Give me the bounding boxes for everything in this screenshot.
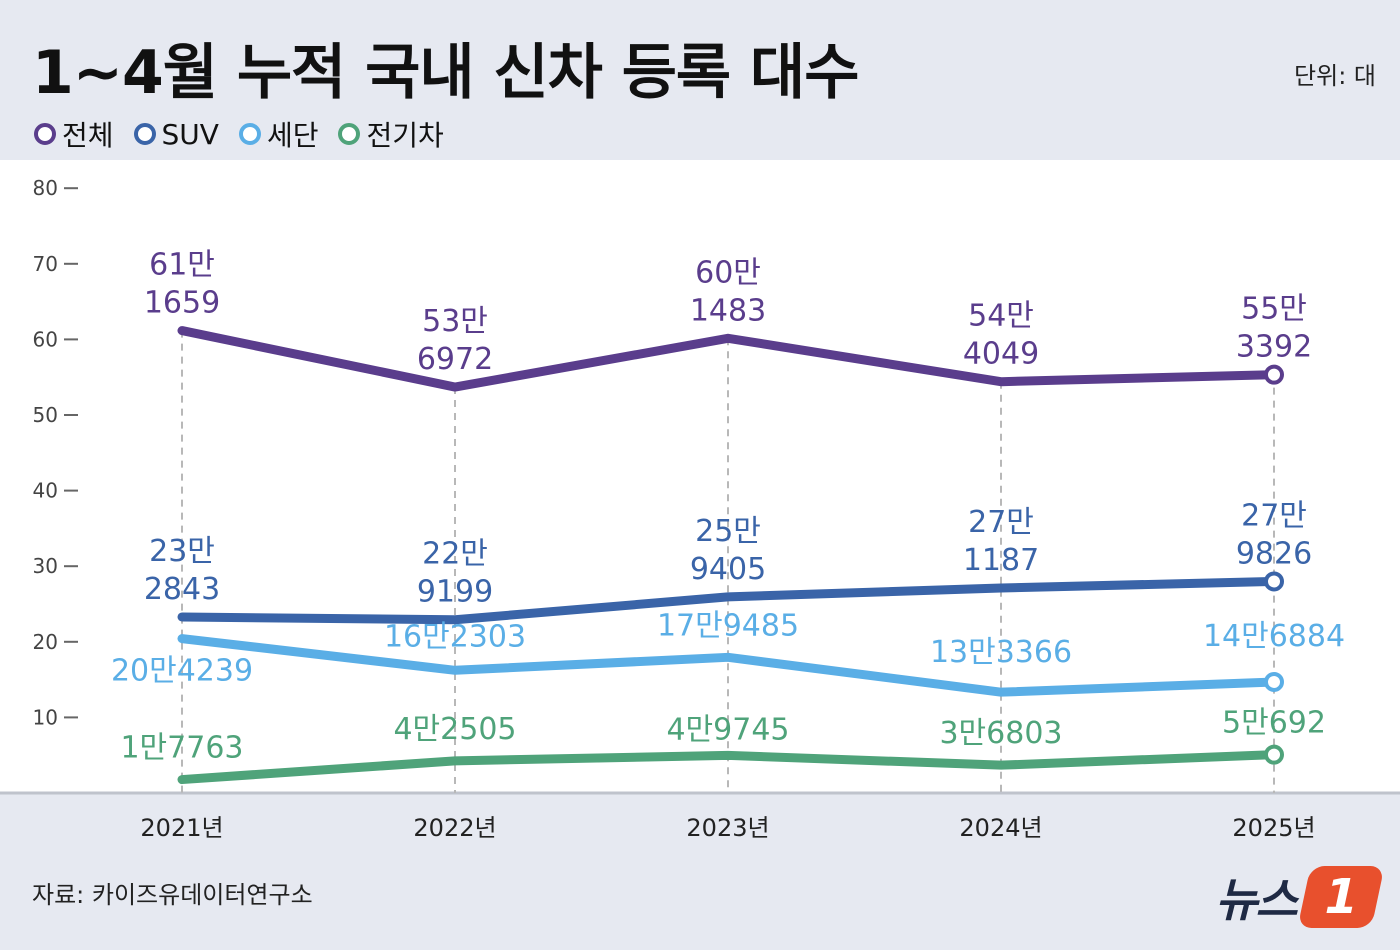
data-label-total: 60만: [695, 255, 761, 290]
y-tick-label: 80: [33, 176, 58, 200]
data-label-total: 1659: [144, 286, 220, 321]
end-marker-ev: [1264, 744, 1284, 765]
legend-marker-total: [34, 123, 56, 145]
y-tick-label: 10: [33, 705, 58, 729]
data-label-suv: 9405: [690, 552, 766, 587]
data-label-suv: 22만: [422, 537, 488, 572]
data-label-total: 55만: [1241, 292, 1307, 327]
end-marker-total: [1264, 364, 1284, 385]
data-label-sedan: 13만3366: [930, 635, 1072, 670]
end-marker-suv: [1264, 571, 1284, 592]
y-tick-label: 30: [33, 554, 58, 578]
data-label-ev: 5만692: [1222, 706, 1326, 741]
data-label-suv: 9199: [417, 575, 493, 610]
source-note: 자료: 카이즈유데이터연구소: [32, 881, 313, 909]
y-tick-label: 60: [33, 327, 58, 351]
legend-label-sedan: 세단: [266, 119, 319, 152]
data-label-sedan: 20만4239: [111, 654, 253, 689]
legend-marker-ev: [338, 123, 361, 145]
logo-badge: 1: [1297, 866, 1385, 928]
legend-label-ev: 전기차: [366, 119, 444, 152]
data-label-sedan: 17만9485: [657, 608, 799, 643]
x-tick-label: 2023년: [686, 814, 769, 842]
x-tick-label: 2024년: [959, 814, 1042, 842]
legend-label-total: 전체: [62, 119, 114, 152]
y-tick-label: 40: [33, 479, 58, 503]
data-label-ev: 3만6803: [939, 716, 1062, 751]
data-label-sedan: 14만6884: [1203, 619, 1345, 654]
series-line-ev: [177, 750, 1279, 785]
data-label-total: 3392: [1236, 330, 1312, 365]
y-tick-label: 70: [33, 252, 58, 276]
data-label-total: 6972: [417, 342, 493, 377]
legend-marker-sedan: [238, 123, 261, 145]
series-line-suv: [177, 576, 1279, 625]
data-label-total: 61만: [149, 248, 215, 283]
data-label-ev: 4만9745: [666, 712, 789, 747]
x-tick-label: 2025년: [1232, 814, 1315, 842]
data-label-suv: 1187: [963, 543, 1039, 578]
y-tick-label: 20: [33, 630, 58, 654]
legend-label-suv: SUV: [161, 117, 219, 151]
series-line-total: [177, 326, 1279, 392]
legend-item-total: 전체: [34, 114, 114, 154]
end-marker-sedan: [1264, 671, 1284, 692]
x-tick-label: 2021년: [140, 814, 223, 842]
data-label-suv: 25만: [695, 514, 761, 549]
data-label-suv: 9826: [1236, 536, 1312, 571]
data-label-sedan: 16만2303: [384, 619, 526, 654]
legend-item-ev: 전기차: [338, 114, 444, 154]
data-label-suv: 27만: [1241, 498, 1307, 533]
data-label-total: 54만: [968, 299, 1034, 334]
data-label-suv: 27만: [968, 505, 1034, 540]
unit-label: 단위: 대: [1294, 62, 1376, 90]
data-label-total: 4049: [963, 337, 1039, 372]
series-line-sedan: [177, 634, 1279, 697]
chart-title: 1~4월 누적 국내 신차 등록 대수: [32, 38, 859, 108]
data-label-suv: 23만: [149, 534, 215, 569]
news1-logo: 뉴스 1: [1215, 864, 1385, 930]
data-label-suv: 2843: [144, 572, 220, 607]
legend-marker-suv: [133, 123, 156, 145]
data-label-ev: 4만2505: [393, 712, 516, 747]
data-label-ev: 1만7763: [120, 731, 243, 766]
legend-item-suv: SUV: [133, 117, 219, 151]
legend-item-sedan: 세단: [238, 114, 319, 154]
y-tick-label: 50: [33, 403, 58, 427]
logo-text: 뉴스: [1215, 873, 1298, 927]
data-label-total: 53만: [422, 304, 488, 339]
x-tick-label: 2022년: [413, 814, 496, 842]
data-label-total: 1483: [690, 293, 766, 328]
legend: 전체 SUV 세단 전기차: [34, 114, 444, 154]
